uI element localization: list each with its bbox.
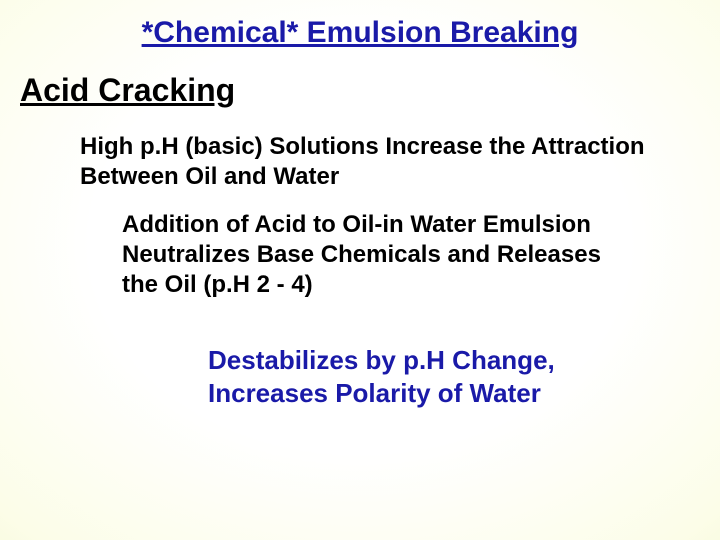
- slide-title: *Chemical* Emulsion Breaking: [0, 16, 720, 50]
- paragraph-2: Addition of Acid to Oil-in Water Emulsio…: [122, 210, 642, 300]
- paragraph-1: High p.H (basic) Solutions Increase the …: [80, 132, 650, 192]
- slide-subtitle: Acid Cracking: [20, 72, 235, 109]
- paragraph-3: Destabilizes by p.H Change, Increases Po…: [208, 344, 668, 409]
